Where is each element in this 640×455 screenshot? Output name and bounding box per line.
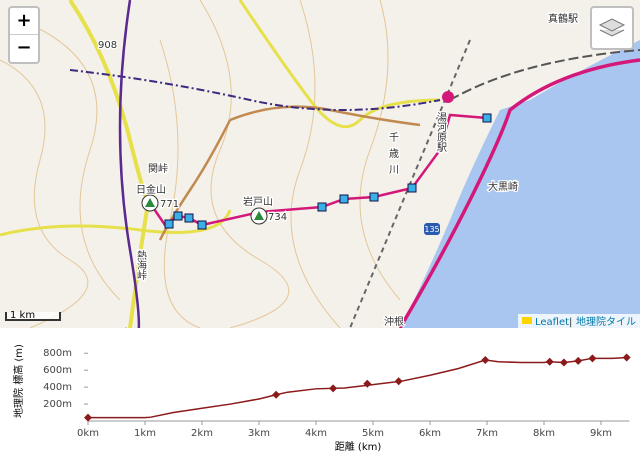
waypoint-marker [481,356,490,365]
layers-button[interactable] [590,6,634,50]
y-axis-label: 地理院 標高 (m) [12,344,25,418]
place-label: 千歳川 [387,132,399,180]
x-tick-label: 7km [476,428,498,439]
place-label: 関峠 [148,163,168,175]
station-marker [442,91,454,103]
waypoint-marker [363,379,372,388]
x-tick-label: 3km [248,428,270,439]
route-number: 135 [424,225,439,234]
y-tick-label: 400m [43,382,72,393]
x-tick-label: 1km [134,428,156,439]
layers-icon [598,18,626,37]
sea [400,40,640,328]
zoom-in[interactable]: + [10,8,38,35]
route-waypoints [164,113,492,230]
elevation-chart: 地理院 標高 (m) 距離 (km) 200m 400m 600m 800m 0km 1k… [12,344,631,453]
attribution-link[interactable]: Leaflet [535,317,569,328]
leaflet-flag [522,317,532,324]
place-label: 真鶴駅 [548,12,578,25]
x-tick-label: 9km [590,428,612,439]
waypoint-marker [545,357,554,366]
place-label: 岩戸山 [243,195,273,208]
place-label: 沖根 [384,315,404,328]
x-tick-label: 5km [362,428,384,439]
scale-bar [5,312,61,321]
zoom-control: + − [8,6,40,64]
x-tick-label: 6km [419,428,441,439]
elevation-label: 734 [268,212,287,223]
place-label: 大黒崎 [488,180,518,193]
waypoint-marker [272,390,281,399]
place-label: 熱海峠 [135,249,147,281]
waypoint-marker [329,384,338,393]
waypoint-marker [588,354,597,363]
x-tick-label: 4km [305,428,327,439]
map: 真鶴駅 湯河原駅 大黒崎 岩戸山 日金山 関峠 熱海峠 千歳川 沖根 908 7… [0,0,640,328]
x-axis-label: 距離 (km) [335,440,382,453]
elevation-label: 771 [160,199,179,210]
x-tick-label: 0km [77,428,99,439]
elevation-label: 908 [98,40,117,51]
elevation-line [88,356,627,419]
place-label: 日金山 [136,183,166,196]
y-tick-label: 200m [43,399,72,410]
attribution-separator: | [569,317,572,328]
attribution-link[interactable]: 地理院タイル [576,315,636,328]
x-tick-label: 2km [191,428,213,439]
place-label: 湯河原駅 [435,111,447,153]
y-tick-label: 600m [43,365,72,376]
x-tick-label: 8km [533,428,555,439]
waypoint-marker [84,413,92,422]
waypoint-marker [559,358,568,367]
y-tick-label: 800m [43,348,72,359]
route-shield [424,223,440,235]
summits [141,194,268,225]
attribution-bg [518,314,640,328]
waypoint-marker [394,377,403,386]
waypoint-marker [622,353,631,362]
scale-label: 1 km [10,310,35,321]
zoom-out[interactable]: − [16,37,32,58]
waypoint-marker [574,356,583,365]
